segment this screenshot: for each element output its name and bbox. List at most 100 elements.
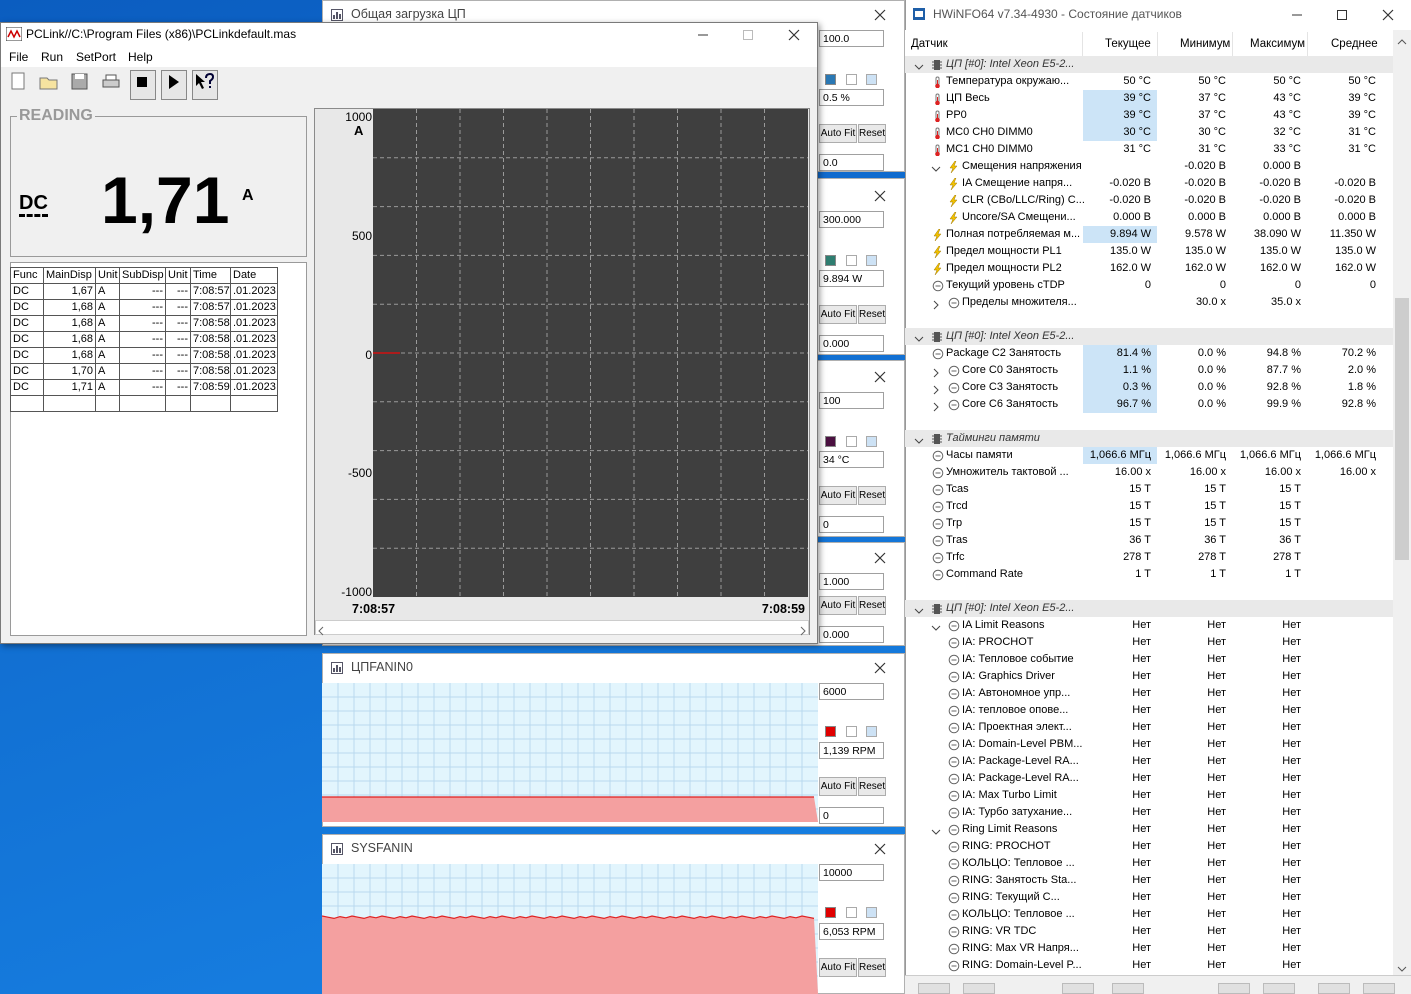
auto-fit-button[interactable]: Auto Fit bbox=[819, 486, 857, 505]
swatch-white[interactable] bbox=[846, 74, 857, 85]
toolbar-button[interactable] bbox=[37, 70, 63, 100]
tree-toggle[interactable] bbox=[931, 382, 941, 395]
toolbar-button[interactable] bbox=[130, 70, 156, 100]
tree-toggle[interactable] bbox=[931, 297, 941, 310]
sensor-name[interactable]: RING: Max VR Напря... bbox=[962, 942, 1079, 954]
sensor-name[interactable]: IA: Автономное упр... bbox=[962, 687, 1071, 699]
sensor-name[interactable]: IA: Package-Level RA... bbox=[962, 755, 1079, 767]
sensor-name[interactable]: RING: Domain-Level P... bbox=[962, 959, 1082, 971]
group-title[interactable]: ЦП [#0]: Intel Xeon E5-2... bbox=[946, 58, 1075, 70]
tree-toggle[interactable] bbox=[914, 59, 924, 70]
auto-fit-button[interactable]: Auto Fit bbox=[819, 958, 857, 977]
toolbar-button[interactable] bbox=[918, 983, 950, 994]
sensor-name[interactable]: Предел мощности PL2 bbox=[946, 262, 1062, 274]
sensor-name[interactable]: КОЛЬЦО: Тепловое ... bbox=[962, 908, 1075, 920]
sensor-name[interactable]: IA Limit Reasons bbox=[962, 619, 1045, 631]
sensor-name[interactable]: Ring Limit Reasons bbox=[962, 823, 1058, 835]
sensor-name[interactable]: IA: Package-Level RA... bbox=[962, 772, 1079, 784]
color-swatch[interactable] bbox=[825, 436, 836, 447]
swatch-blue[interactable] bbox=[866, 255, 877, 266]
sensor-name[interactable]: Package C2 Занятость bbox=[946, 347, 1062, 359]
sensor-name[interactable]: КОЛЬЦО: Тепловое ... bbox=[962, 857, 1075, 869]
tree-toggle[interactable] bbox=[931, 365, 941, 378]
sensor-name[interactable]: RING: VR TDC bbox=[962, 925, 1037, 937]
auto-fit-button[interactable]: Auto Fit bbox=[819, 124, 857, 143]
toolbar-button[interactable] bbox=[963, 983, 995, 994]
column-header[interactable]: Максимум bbox=[1250, 38, 1306, 50]
sensor-name[interactable]: Trfc bbox=[946, 551, 965, 563]
swatch-blue[interactable] bbox=[866, 74, 877, 85]
auto-fit-button[interactable]: Auto Fit bbox=[819, 596, 857, 615]
menu-item[interactable]: Run bbox=[41, 50, 64, 64]
sensor-name[interactable]: Tras bbox=[946, 534, 968, 546]
toolbar-button[interactable] bbox=[1318, 983, 1350, 994]
toolbar-button[interactable] bbox=[161, 70, 187, 100]
sensor-name[interactable]: IA: Max Turbo Limit bbox=[962, 789, 1057, 801]
sensor-name[interactable]: Trcd bbox=[946, 500, 968, 512]
column-header[interactable]: Датчик bbox=[911, 38, 948, 50]
auto-fit-button[interactable]: Auto Fit bbox=[819, 777, 857, 796]
reset-button[interactable]: Reset bbox=[858, 777, 886, 796]
sensor-name[interactable]: Core C3 Занятость bbox=[962, 381, 1059, 393]
sensor-name[interactable]: IA: Тепловое событие bbox=[962, 653, 1074, 665]
swatch-white[interactable] bbox=[846, 436, 857, 447]
sensor-name[interactable]: CLR (CBo/LLC/Ring) C... bbox=[962, 194, 1085, 206]
scroll-thumb[interactable] bbox=[1395, 298, 1409, 560]
toolbar-button[interactable] bbox=[1218, 983, 1250, 994]
color-swatch[interactable] bbox=[825, 907, 836, 918]
reset-button[interactable]: Reset bbox=[858, 124, 886, 143]
sensor-name[interactable]: IA: Domain-Level PBM... bbox=[962, 738, 1083, 750]
color-swatch[interactable] bbox=[825, 726, 836, 737]
reset-button[interactable]: Reset bbox=[858, 596, 886, 615]
sensor-name[interactable]: IA: Graphics Driver bbox=[962, 670, 1055, 682]
column-header[interactable]: Минимум bbox=[1180, 38, 1231, 50]
color-swatch[interactable] bbox=[825, 255, 836, 266]
tree-toggle[interactable] bbox=[931, 620, 941, 631]
sensor-name[interactable]: IA: PROCHOT bbox=[962, 636, 1034, 648]
sensor-name[interactable]: RING: Текущий С... bbox=[962, 891, 1060, 903]
menu-item[interactable]: File bbox=[9, 50, 29, 64]
swatch-white[interactable] bbox=[846, 726, 857, 737]
toolbar-button[interactable] bbox=[1363, 983, 1395, 994]
sensor-name[interactable]: Пределы множителя... bbox=[962, 296, 1077, 308]
swatch-white[interactable] bbox=[846, 907, 857, 918]
toolbar-button[interactable] bbox=[68, 70, 94, 100]
toolbar-button[interactable] bbox=[1112, 983, 1144, 994]
tree-toggle[interactable] bbox=[914, 331, 924, 342]
swatch-blue[interactable] bbox=[866, 726, 877, 737]
tree-toggle[interactable] bbox=[914, 603, 924, 614]
sensor-name[interactable]: IA Смещение напря... bbox=[962, 177, 1073, 189]
sensor-name[interactable]: Температура окружаю... bbox=[946, 75, 1070, 87]
sensor-name[interactable]: IA: Турбо затухание... bbox=[962, 806, 1073, 818]
auto-fit-button[interactable]: Auto Fit bbox=[819, 305, 857, 324]
swatch-white[interactable] bbox=[846, 255, 857, 266]
color-swatch[interactable] bbox=[825, 74, 836, 85]
tree-toggle[interactable] bbox=[931, 399, 941, 412]
sensor-name[interactable]: Часы памяти bbox=[946, 449, 1013, 461]
sensor-name[interactable]: Умножитель тактовой ... bbox=[946, 466, 1069, 478]
sensor-name[interactable]: Core C6 Занятость bbox=[962, 398, 1059, 410]
toolbar-button[interactable] bbox=[1263, 983, 1295, 994]
sensor-name[interactable]: IA: Проектная элект... bbox=[962, 721, 1072, 733]
sensor-name[interactable]: IA: тепловое опове... bbox=[962, 704, 1069, 716]
menu-item[interactable]: Help bbox=[128, 50, 153, 64]
group-title[interactable]: ЦП [#0]: Intel Xeon E5-2... bbox=[946, 330, 1075, 342]
column-header[interactable]: Текущее bbox=[1105, 38, 1151, 50]
tree-toggle[interactable] bbox=[914, 433, 924, 444]
swatch-blue[interactable] bbox=[866, 907, 877, 918]
toolbar-button[interactable] bbox=[192, 70, 218, 100]
sensor-name[interactable]: Trp bbox=[946, 517, 963, 529]
sensor-name[interactable]: Предел мощности PL1 bbox=[946, 245, 1062, 257]
sensor-name[interactable]: Core C0 Занятость bbox=[962, 364, 1059, 376]
reset-button[interactable]: Reset bbox=[858, 958, 886, 977]
reset-button[interactable]: Reset bbox=[858, 305, 886, 324]
group-title[interactable]: ЦП [#0]: Intel Xeon E5-2... bbox=[946, 602, 1075, 614]
menu-item[interactable]: SetPort bbox=[76, 50, 117, 64]
tree-toggle[interactable] bbox=[931, 161, 941, 172]
toolbar-button[interactable] bbox=[1062, 983, 1094, 994]
sensor-name[interactable]: MC1 CH0 DIMM0 bbox=[946, 143, 1033, 155]
tree-toggle[interactable] bbox=[931, 824, 941, 835]
sensor-name[interactable]: ЦП Весь bbox=[946, 92, 990, 104]
column-header[interactable]: Среднее bbox=[1331, 38, 1378, 50]
h-scrollbar[interactable] bbox=[315, 620, 809, 635]
